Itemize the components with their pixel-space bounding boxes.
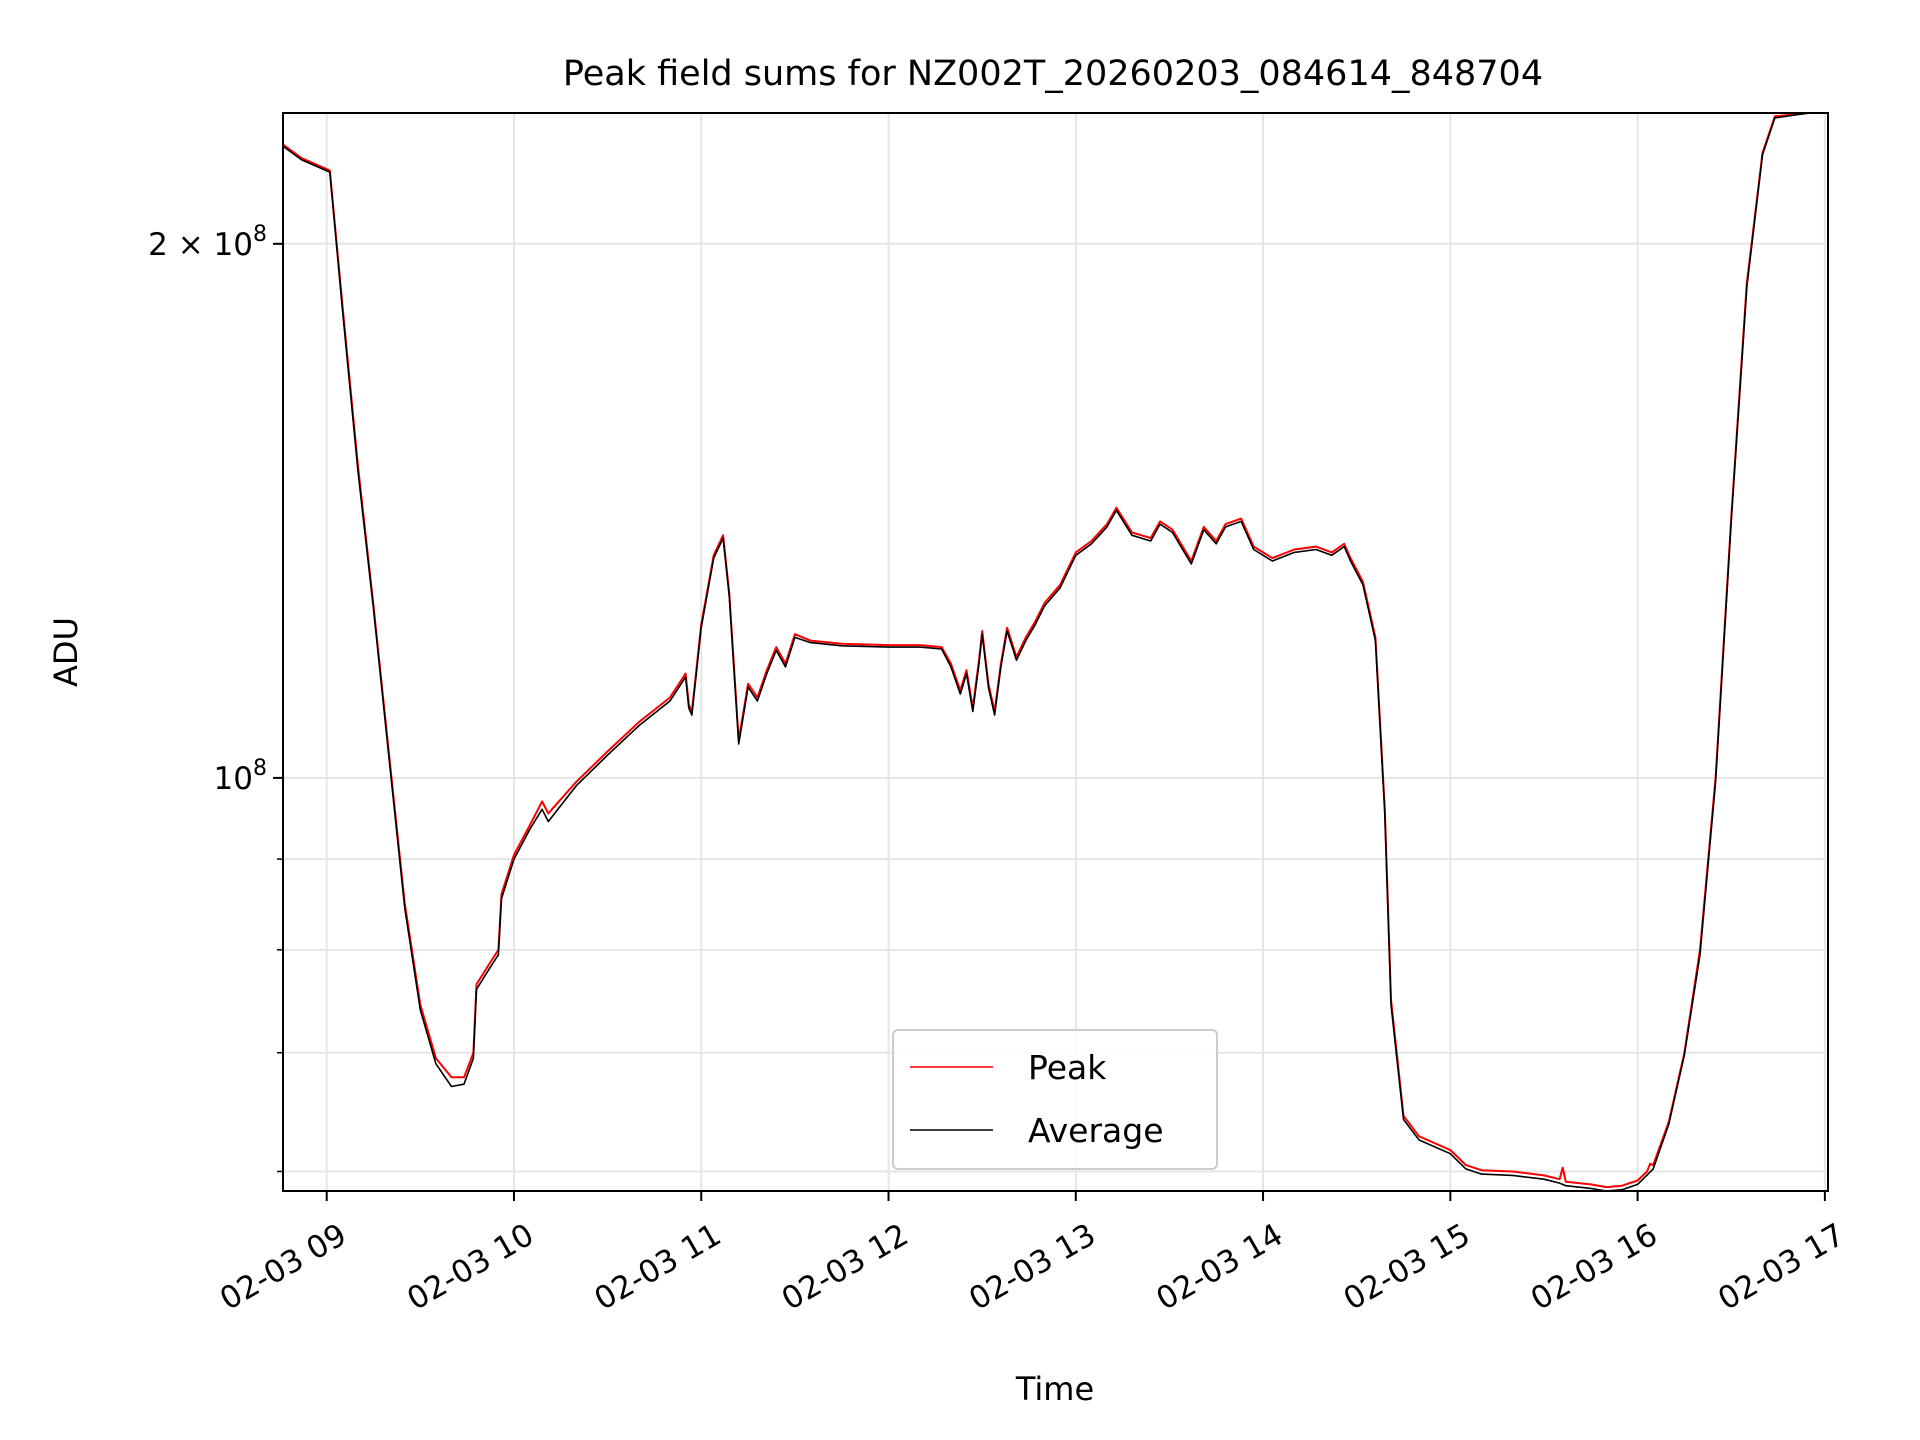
plot-frame	[282, 112, 1829, 1192]
legend-box	[892, 1029, 1218, 1170]
series-layer	[282, 112, 1810, 1192]
legend-label-average: Average	[1028, 1111, 1164, 1150]
y-axis-label: ADU	[47, 617, 85, 687]
y-tick-label: 2 × 108	[148, 222, 267, 263]
legend-label-peak: Peak	[1028, 1048, 1107, 1087]
series-line-peak	[282, 112, 1810, 1189]
series-line-average	[282, 112, 1810, 1192]
x-axis-label: Time	[1015, 1370, 1094, 1408]
legend: Peak Average	[892, 1029, 1218, 1170]
chart-title: Peak field sums for NZ002T_20260203_0846…	[563, 54, 1543, 94]
